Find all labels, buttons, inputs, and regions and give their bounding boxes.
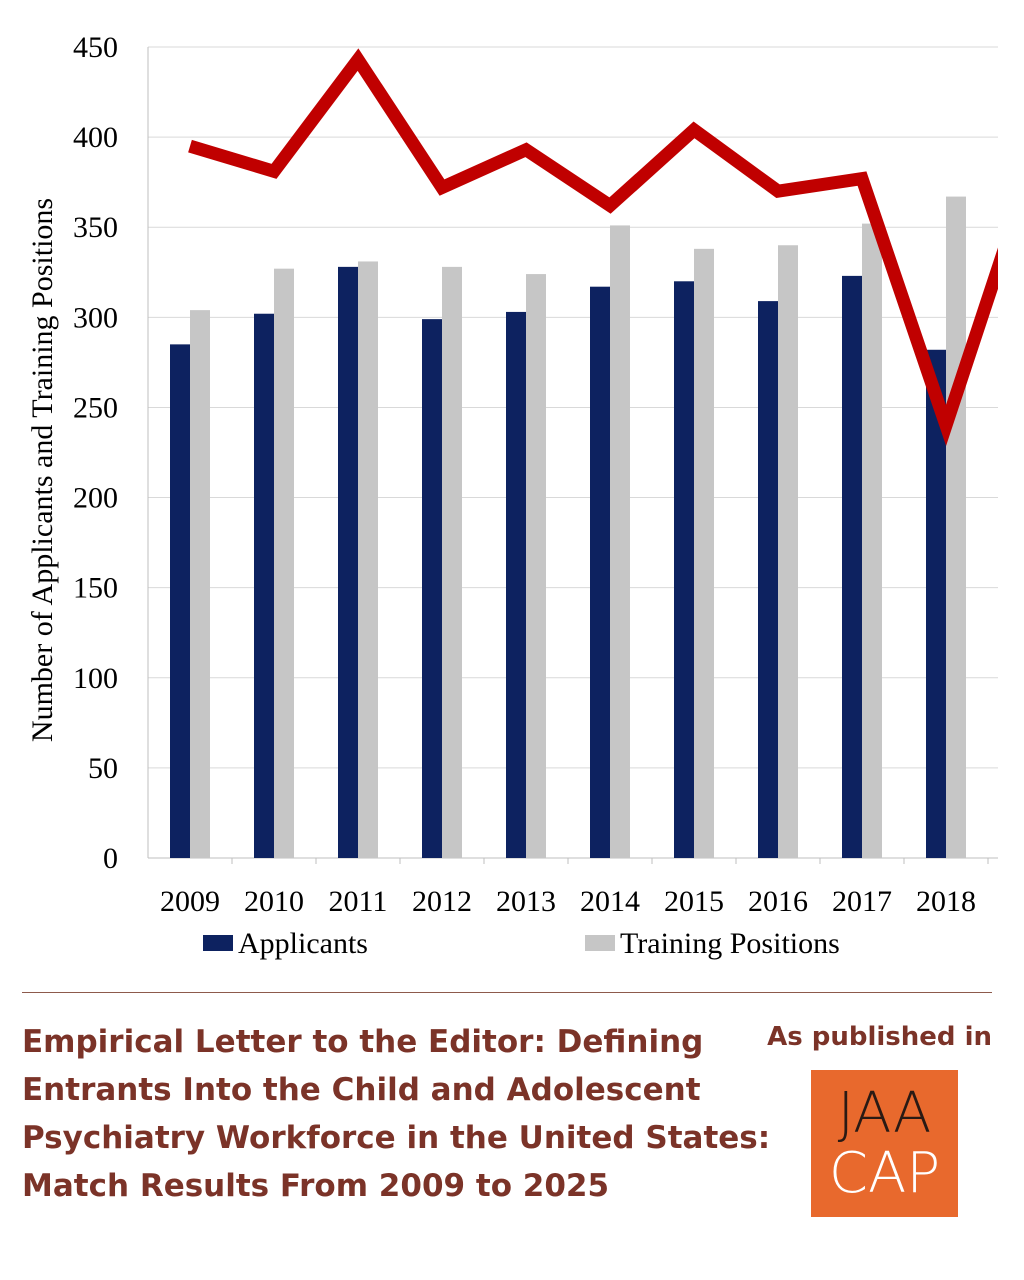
y-tick-label: 300: [73, 301, 118, 334]
x-tick-label: 2018: [916, 885, 976, 918]
title-line: Match Results From 2009 to 2025: [22, 1168, 610, 1204]
title-line: Entrants Into the Child and Adolescent: [22, 1072, 701, 1108]
bar: [590, 286, 610, 858]
bar: [254, 313, 274, 858]
x-tick-label: 2009: [160, 885, 220, 918]
y-tick-label: 0: [103, 842, 118, 875]
y-tick-label: 150: [73, 572, 118, 605]
bar: [274, 268, 294, 858]
article-title: Empirical Letter to the Editor: Defining…: [22, 1018, 771, 1210]
y-tick-label: 200: [73, 482, 118, 515]
y-tick-label: 100: [73, 662, 118, 695]
x-tick-label: 2012: [412, 885, 472, 918]
y-tick-label: 400: [73, 121, 118, 154]
bar: [170, 344, 190, 858]
y-tick-label: 50: [88, 752, 118, 785]
y-tick-label: 250: [73, 391, 118, 424]
published-label: As published in: [767, 1022, 992, 1052]
bar: [422, 319, 442, 858]
title-line: Empirical Letter to the Editor: Defining: [22, 1024, 704, 1060]
legend-label: Training Positions: [620, 927, 840, 960]
legend-label: Applicants: [238, 927, 368, 960]
y-axis-title: Number of Applicants and Training Positi…: [26, 198, 59, 742]
bar: [358, 261, 378, 858]
x-tick-label: 2011: [329, 885, 388, 918]
x-tick-label: 2013: [496, 885, 556, 918]
y-tick-label: 450: [73, 31, 118, 64]
logo-text: CAP: [828, 1141, 941, 1206]
bar: [758, 301, 778, 858]
title-line: Psychiatry Workforce in the United State…: [22, 1120, 771, 1156]
y-tick-label: 350: [73, 211, 118, 244]
bar: [694, 248, 714, 859]
bar: [674, 281, 694, 858]
x-tick-label: 2016: [748, 885, 808, 918]
line-series: [188, 48, 998, 446]
bar: [778, 245, 798, 858]
bar: [946, 196, 966, 858]
bar: [526, 274, 546, 859]
bar: [442, 266, 462, 859]
bar: [190, 310, 210, 858]
x-tick-label: 2019: [1000, 885, 1024, 918]
divider: [22, 992, 992, 993]
bar: [862, 223, 882, 858]
bar: [842, 275, 862, 859]
x-tick-label: 2010: [244, 885, 304, 918]
bar: [926, 349, 946, 858]
logo-text: JAA: [837, 1081, 932, 1146]
bar: [506, 311, 526, 859]
x-tick-label: 2015: [664, 885, 724, 918]
legend-swatch: [585, 935, 615, 951]
legend-swatch: [203, 935, 233, 951]
chart: 2009 2010 2011 2012 2013 2014 2015 2016 2017 2018…: [26, 31, 1024, 960]
journal-logo: JAA CAP: [811, 1070, 958, 1217]
bar: [338, 266, 358, 859]
x-tick-label: 2014: [580, 885, 640, 918]
bar: [610, 225, 630, 859]
x-tick-label: 2017: [832, 885, 892, 918]
